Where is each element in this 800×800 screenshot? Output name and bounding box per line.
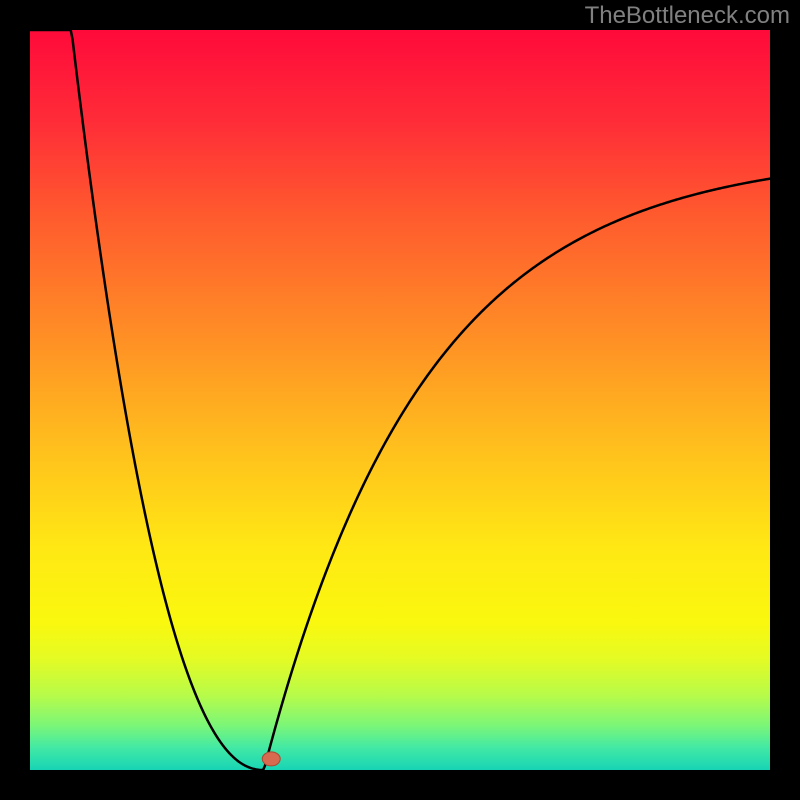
minimum-marker <box>262 752 280 766</box>
bottleneck-curve <box>30 30 770 770</box>
chart-stage: TheBottleneck.com <box>0 0 800 800</box>
watermark-text: TheBottleneck.com <box>585 2 790 30</box>
plot-area <box>30 30 770 770</box>
curve-svg <box>30 30 770 770</box>
